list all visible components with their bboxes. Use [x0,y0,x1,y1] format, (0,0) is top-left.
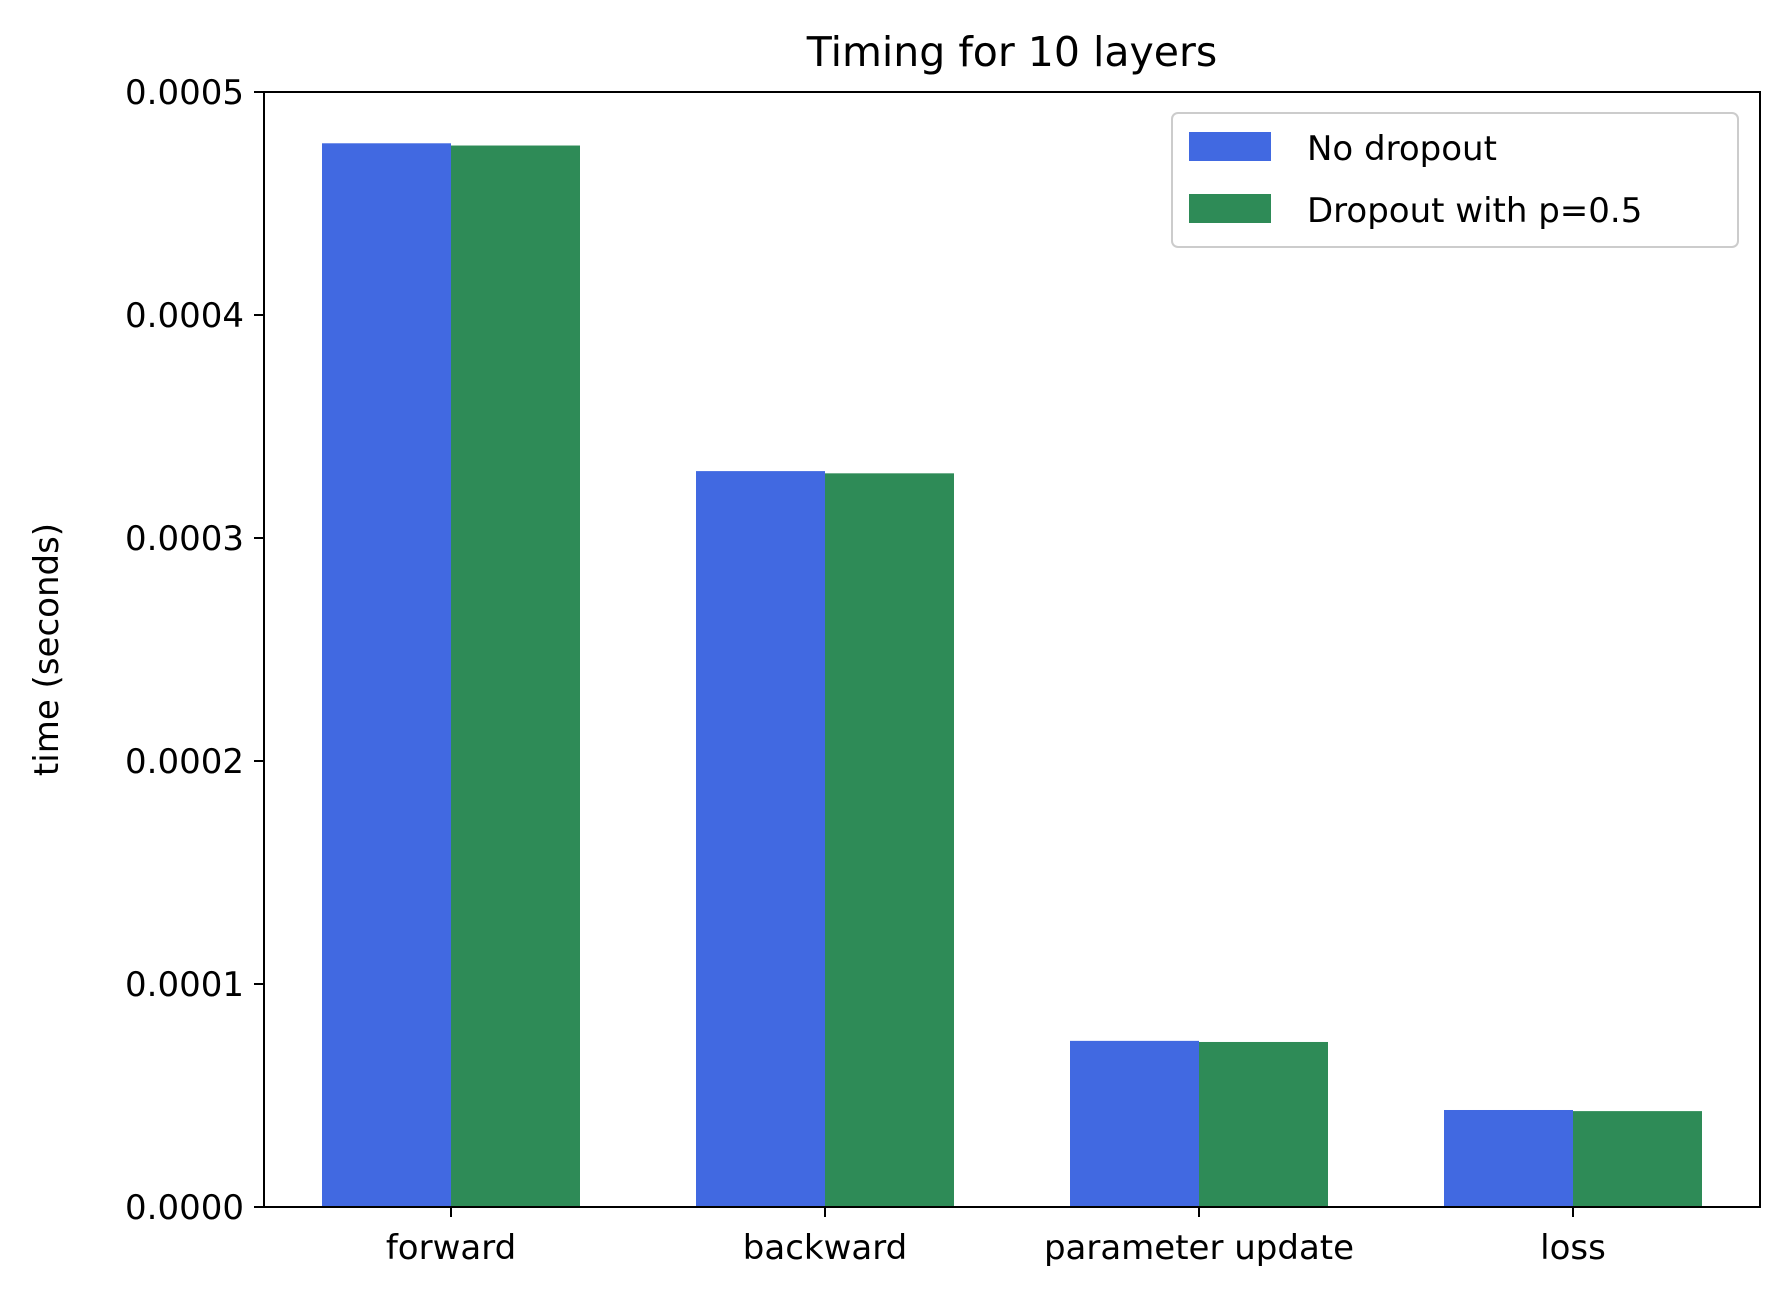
legend-box [1171,112,1739,248]
x-tick-label: backward [743,1228,907,1268]
x-tick-label: forward [386,1228,516,1268]
bar-no-dropout-loss [1444,1109,1573,1207]
x-tick-label: parameter update [1044,1228,1354,1268]
x-tick-label: loss [1540,1228,1606,1268]
bar-dropout-parameter-update [1199,1041,1328,1207]
y-tick-label: 0.0005 [125,73,244,113]
y-tick-label: 0.0002 [125,742,244,782]
legend-swatch [1189,132,1271,161]
bar-dropout-backward [825,473,954,1208]
bar-no-dropout-parameter-update [1070,1040,1199,1207]
chart-title: Timing for 10 layers [806,28,1217,76]
plot-frame [263,91,1761,1208]
bars-layer [322,143,1702,1208]
legend-label: No dropout [1307,129,1497,169]
y-tick-label: 0.0004 [125,296,244,336]
legend: No dropout Dropout with p=0.5 [1171,112,1739,248]
y-tick-label: 0.0000 [125,1188,244,1228]
y-tick-label: 0.0001 [125,965,244,1005]
bar-no-dropout-backward [696,471,825,1208]
x-axis: forward backward parameter update loss [386,1207,1606,1268]
legend-label: Dropout with p=0.5 [1307,191,1642,231]
bar-no-dropout-forward [322,143,451,1207]
bar-dropout-loss [1573,1111,1702,1207]
y-tick-label: 0.0003 [125,519,244,559]
bar-dropout-forward [451,145,580,1207]
legend-swatch [1189,194,1271,223]
y-axis: 0.0000 0.0001 0.0002 0.0003 0.0004 0.0005 [125,73,264,1228]
y-axis-title: time (seconds) [27,523,67,776]
